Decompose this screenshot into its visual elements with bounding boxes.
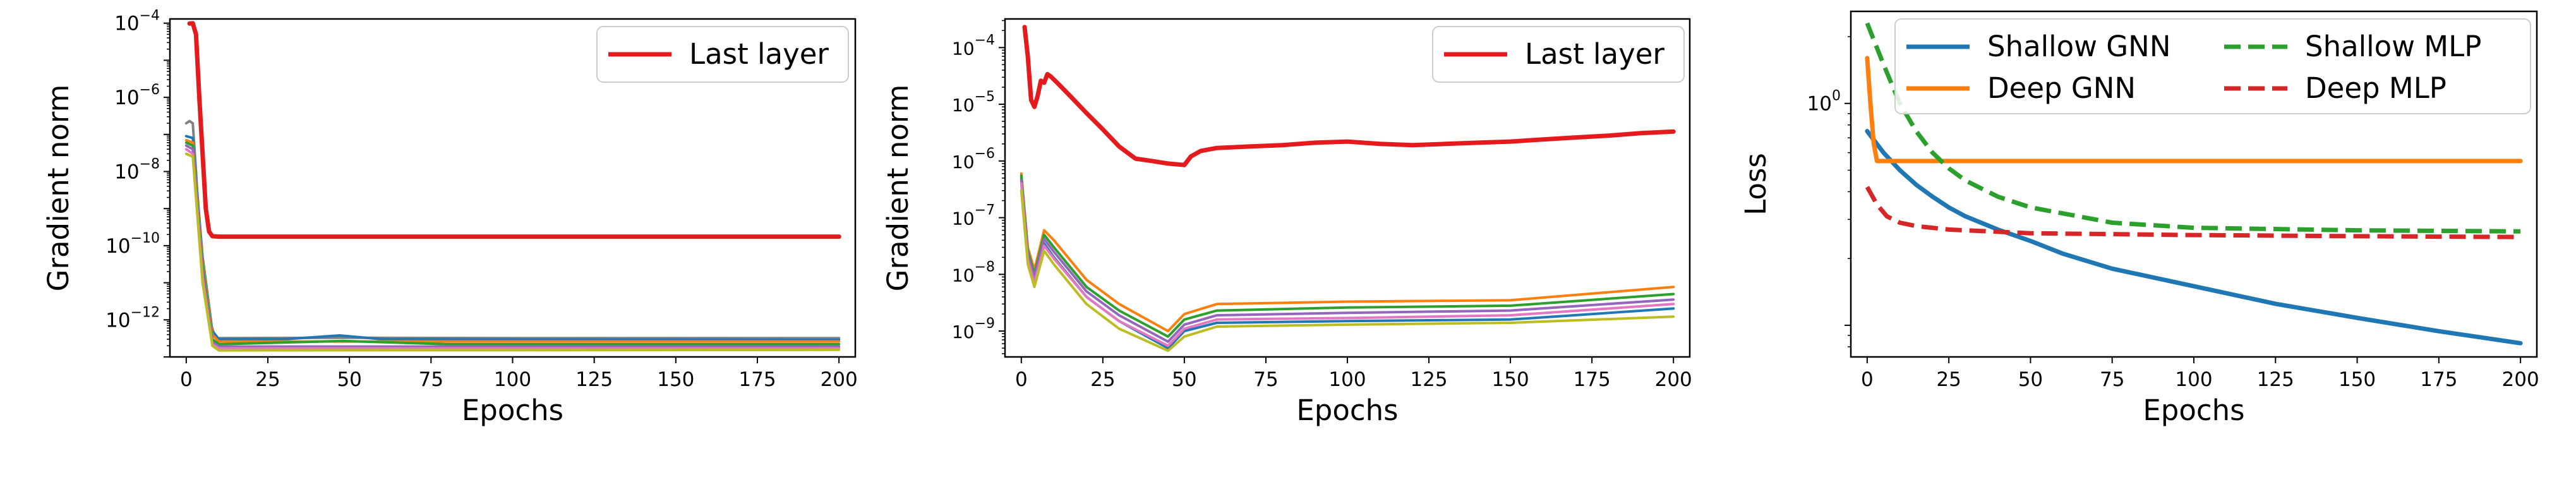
- legend: Last layer: [1432, 26, 1685, 83]
- legend: Shallow GNN Deep GNN Shallow MLP Deep MLP: [1894, 18, 2531, 114]
- legend-box: [596, 26, 849, 83]
- chart-panel-3: 0 25 50 75 100 125 150 175 200 100 Epochs Loss Shall…: [1739, 10, 2539, 427]
- x-axis-label: Epochs: [1296, 394, 1398, 427]
- x-tick-label: 150: [1492, 368, 1529, 391]
- legend-label: Last layer: [1525, 37, 1664, 71]
- y-tick-label: 10−12: [105, 304, 160, 332]
- x-tick-label: 50: [2018, 368, 2043, 391]
- x-tick-label: 25: [255, 368, 280, 391]
- x-tick-label: 175: [1574, 368, 1611, 391]
- series-group: [1020, 25, 1676, 352]
- series-line-layer-1: [184, 119, 841, 340]
- x-tick-label: 75: [1253, 368, 1278, 391]
- y-tick-label: 10−10: [105, 231, 160, 258]
- y-tick-label: 10−4: [114, 8, 160, 35]
- x-tick-label: 175: [2420, 368, 2457, 391]
- y-tick-label: 10−4: [952, 32, 995, 59]
- legend-box: [1894, 18, 2531, 114]
- series-line-last-layer: [187, 21, 841, 239]
- y-tick-label: 10−5: [952, 89, 995, 116]
- series-line-layer-7: [184, 152, 841, 352]
- x-tick-label: 125: [2257, 368, 2294, 391]
- series-line-deep-mlp: [1865, 186, 2521, 239]
- legend-label: Deep GNN: [1987, 71, 2136, 105]
- series-line-layer-1: [1020, 176, 1675, 350]
- x-tick-label: 25: [1090, 368, 1115, 391]
- y-tick-label: 10−8: [952, 259, 995, 286]
- x-tick-label: 125: [575, 368, 613, 391]
- x-tick-label: 200: [2502, 368, 2539, 391]
- series-line-deep-gnn: [1865, 56, 2523, 164]
- x-tick-label: 125: [1410, 368, 1447, 391]
- series-line-layer-6: [184, 148, 841, 350]
- series-line-layer-4: [184, 141, 841, 346]
- x-tick-label: 150: [657, 368, 694, 391]
- legend-label: Shallow MLP: [2305, 30, 2481, 63]
- y-axis-label: Loss: [1739, 153, 1773, 215]
- x-tick-label: 100: [494, 368, 531, 391]
- chart-panel-2: 0 25 50 75 100 125 150 175 200 10−4 10−5 10−6 10−7 10…: [881, 18, 1692, 427]
- legend-box: [1432, 26, 1685, 83]
- series-line-shallow-gnn: [1865, 129, 2523, 346]
- chart-panel-1: 0 25 50 75 100 125 150 175 200 10−4 10−6 10−8 10−10 1…: [42, 8, 858, 427]
- x-tick-label: 50: [1172, 368, 1196, 391]
- x-tick-label: 200: [1655, 368, 1692, 391]
- series-line-last-layer: [1022, 25, 1676, 167]
- y-tick-label: 100: [1807, 88, 1841, 116]
- y-tick-label: 10−7: [952, 203, 995, 229]
- y-tick-label: 10−6: [114, 82, 160, 109]
- y-tick-label: 10−6: [952, 146, 995, 172]
- x-tick-label: 0: [1861, 368, 1874, 391]
- x-tick-label: 25: [1936, 368, 1961, 391]
- series-line-layer-3: [184, 138, 841, 343]
- x-tick-label: 100: [1328, 368, 1366, 391]
- x-axis-label: Epochs: [462, 394, 563, 427]
- series-line-layer-6: [1020, 189, 1675, 352]
- legend-label: Shallow GNN: [1987, 30, 2171, 63]
- y-axis-label: Gradient norm: [42, 85, 75, 292]
- legend-label: Deep MLP: [2305, 71, 2447, 105]
- series-group: [184, 21, 841, 352]
- y-tick-label: 10−8: [114, 156, 160, 183]
- series-line-layer-5: [184, 144, 841, 348]
- legend: Last layer: [596, 26, 849, 83]
- x-tick-label: 50: [337, 368, 361, 391]
- y-axis-label: Gradient norm: [881, 85, 915, 292]
- x-tick-label: 200: [821, 368, 858, 391]
- x-axis-label: Epochs: [2143, 394, 2244, 427]
- legend-label: Last layer: [689, 37, 829, 71]
- series-line-layer-4: [1020, 179, 1675, 343]
- x-tick-label: 75: [2100, 368, 2124, 391]
- x-tick-label: 100: [2175, 368, 2212, 391]
- x-tick-label: 0: [1015, 368, 1028, 391]
- y-tick-label: 10−9: [952, 316, 995, 342]
- x-tick-label: 150: [2338, 368, 2376, 391]
- x-tick-label: 175: [738, 368, 776, 391]
- x-tick-label: 75: [419, 368, 443, 391]
- x-tick-label: 0: [180, 368, 193, 391]
